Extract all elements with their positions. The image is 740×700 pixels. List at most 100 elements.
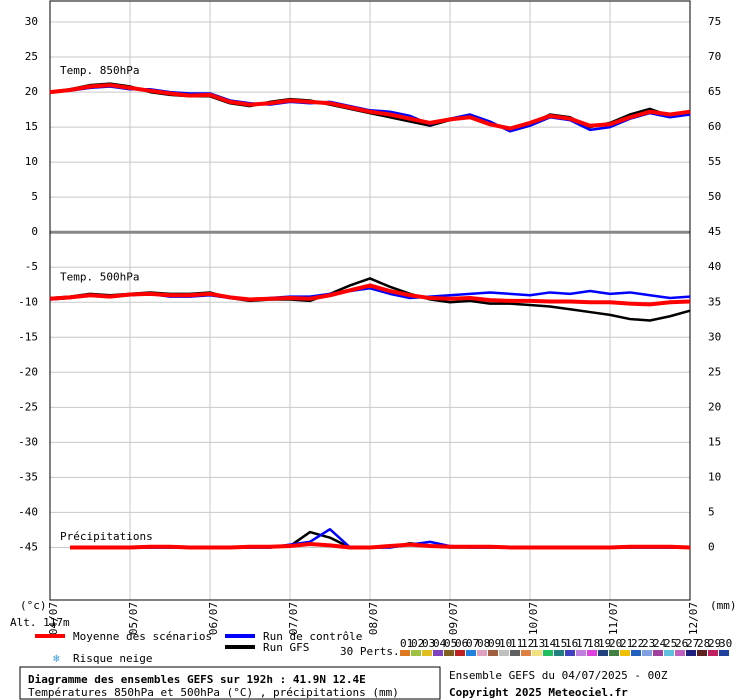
perturbation-number: 15 [554, 637, 567, 650]
perturbation-number: 09 [488, 637, 501, 650]
perturbation-number: 02 [411, 637, 424, 650]
perturbation-swatch [631, 650, 641, 656]
perturbation-swatch [433, 650, 443, 656]
y2-tick-label: 0 [708, 540, 715, 553]
perturbation-swatch [444, 650, 454, 656]
perturbation-number: 24 [653, 637, 667, 650]
perturbation-swatch [521, 650, 531, 656]
perturbation-swatch [675, 650, 685, 656]
perturbation-number: 30 [719, 637, 732, 650]
snow-icon: ❄ [53, 652, 60, 665]
perturbation-swatch [664, 650, 674, 656]
y-tick-label: -15 [18, 330, 38, 343]
footer-box [19, 666, 441, 700]
perturbation-swatch [510, 650, 520, 656]
perturbation-swatch [532, 650, 542, 656]
perturbation-swatch [543, 650, 553, 656]
y2-tick-label: 20 [708, 400, 721, 413]
perturbation-number: 13 [532, 637, 545, 650]
panel-title: Temp. 500hPa [60, 271, 139, 284]
perturbation-swatch [653, 650, 663, 656]
panel-title: Précipitations [60, 530, 153, 543]
perturbation-swatch [598, 650, 608, 656]
x-tick-label: 11/07 [607, 602, 620, 635]
y2-tick-label: 10 [708, 470, 721, 483]
y2-tick-label: 50 [708, 190, 721, 203]
footer-copyright: Copyright 2025 Meteociel.fr [449, 686, 628, 699]
y-tick-label: 10 [25, 155, 38, 168]
perturbation-number: 11 [510, 637, 523, 650]
perturbation-swatch [686, 650, 696, 656]
perturbation-swatch [400, 650, 410, 656]
perturbation-swatch [620, 650, 630, 656]
plot-frame [49, 0, 691, 601]
perturbation-number: 18 [587, 637, 600, 650]
perturbation-number: 08 [477, 637, 490, 650]
perturbation-number: 10 [499, 637, 512, 650]
footer-title: Diagramme des ensembles GEFS sur 192h : … [28, 673, 366, 686]
x-tick-label: 07/07 [287, 602, 300, 635]
y2-tick-label: 15 [708, 435, 721, 448]
perturbation-number: 20 [609, 637, 622, 650]
perturbation-swatch [466, 650, 476, 656]
y-tick-label: -40 [18, 505, 38, 518]
perturbation-number: 22 [631, 637, 644, 650]
perturbation-number: 26 [675, 637, 688, 650]
perturbation-swatch [642, 650, 652, 656]
perturbation-number: 21 [620, 637, 633, 650]
y-tick-label: 20 [25, 85, 38, 98]
y2-tick-label: 70 [708, 50, 721, 63]
perturbation-swatch [708, 650, 718, 656]
y2-tick-label: 35 [708, 295, 721, 308]
legend-label: Run GFS [263, 641, 309, 654]
perturbation-number: 03 [422, 637, 435, 650]
perturbation-swatch [422, 650, 432, 656]
y-tick-label: -45 [18, 540, 38, 553]
perturbations-label: 30 Perts. [340, 645, 400, 658]
perturbation-swatch [697, 650, 707, 656]
perturbation-number: 25 [664, 637, 677, 650]
series-line [49, 283, 691, 307]
perturbation-swatch [499, 650, 509, 656]
y2-tick-label: 45 [708, 225, 721, 238]
x-tick-label: 12/07 [687, 602, 700, 635]
perturbation-swatch [565, 650, 575, 656]
y-tick-label: 0 [31, 225, 38, 238]
perturbation-swatch [587, 650, 597, 656]
legend-label: Moyenne des scénarios [73, 630, 212, 643]
y-tick-label: -25 [18, 400, 38, 413]
y-tick-label: -5 [25, 260, 38, 273]
y2-tick-label: 40 [708, 260, 721, 273]
y-tick-label: -10 [18, 295, 38, 308]
y-tick-label: 5 [31, 190, 38, 203]
y2-tick-label: 55 [708, 155, 721, 168]
perturbation-number: 17 [576, 637, 589, 650]
perturbation-number: 07 [466, 637, 479, 650]
perturbation-number: 27 [686, 637, 699, 650]
x-tick-label: 05/07 [127, 602, 140, 635]
perturbation-number: 14 [543, 637, 557, 650]
y-tick-label: 25 [25, 50, 38, 63]
perturbation-swatch [411, 650, 421, 656]
y2-tick-label: 60 [708, 120, 721, 133]
perturbation-number: 12 [521, 637, 534, 650]
perturbation-number: 28 [697, 637, 710, 650]
perturbation-swatch [609, 650, 619, 656]
x-tick-label: 04/07 [47, 602, 60, 635]
panel-title: Temp. 850hPa [60, 64, 139, 77]
y2-tick-label: 30 [708, 330, 721, 343]
series-line [70, 541, 691, 550]
y2-tick-label: 65 [708, 85, 721, 98]
x-tick-label: 10/07 [527, 602, 540, 635]
perturbation-number: 04 [433, 637, 447, 650]
perturbation-swatch [477, 650, 487, 656]
perturbation-number: 05 [444, 637, 457, 650]
y2-tick-label: 75 [708, 15, 721, 28]
x-tick-label: 06/07 [207, 602, 220, 635]
perturbation-number: 29 [708, 637, 721, 650]
series-line [70, 527, 690, 549]
footer-run: Ensemble GEFS du 04/07/2025 - 00Z [449, 669, 668, 682]
series-line [49, 83, 691, 131]
perturbation-number: 16 [565, 637, 578, 650]
